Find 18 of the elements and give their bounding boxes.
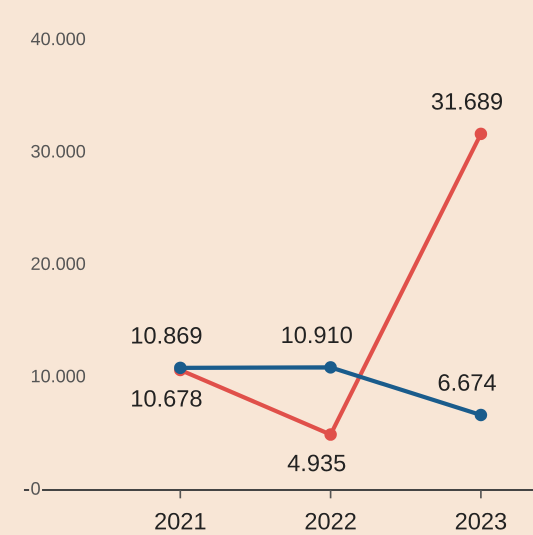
y-tick-label: 20.000 xyxy=(31,257,86,270)
data-label: 10.910 xyxy=(282,326,352,344)
y-tick-label: 40.000 xyxy=(30,32,86,46)
point xyxy=(474,128,488,140)
y-tick-label: 30.000 xyxy=(31,144,86,158)
data-label: 31.689 xyxy=(432,93,502,110)
y-tick-label: 10.000 xyxy=(32,370,86,382)
point xyxy=(324,428,337,441)
data-label: 4.935 xyxy=(288,454,346,472)
data-label: 6.674 xyxy=(438,374,496,391)
y-tick-label: 0 xyxy=(31,482,40,495)
x-tick-label: 2022 xyxy=(306,512,356,530)
x-tick-label: 2023 xyxy=(456,512,506,530)
data-label: 10.869 xyxy=(132,327,202,344)
x-tick-label: 2021 xyxy=(155,512,206,530)
data-label: 10.678 xyxy=(132,390,202,407)
point xyxy=(324,361,337,374)
point xyxy=(474,408,488,422)
